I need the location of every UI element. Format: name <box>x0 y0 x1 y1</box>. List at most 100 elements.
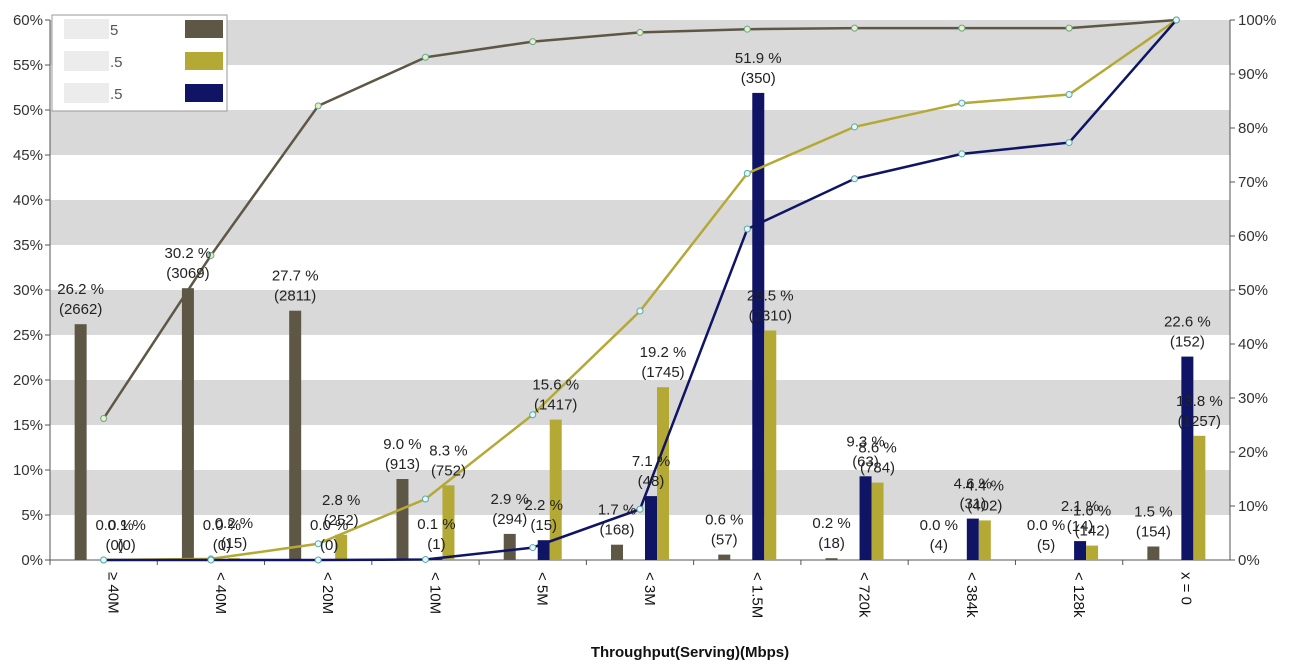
bar <box>978 520 991 560</box>
data-label-count: (142) <box>1075 523 1110 540</box>
bar <box>871 482 884 560</box>
legend-blurred-text <box>64 83 109 103</box>
legend-swatch <box>185 52 223 70</box>
bar <box>825 558 838 560</box>
data-label-percent: 1.5 % <box>1134 504 1172 521</box>
data-label-percent: 1.7 % <box>598 502 636 519</box>
legend-label: .5 <box>110 54 123 71</box>
data-label-count: (1257) <box>1178 413 1221 430</box>
y-left-tick-label: 50% <box>13 102 43 119</box>
y-right-tick-label: 30% <box>1238 390 1268 407</box>
legend-swatch <box>185 20 223 38</box>
data-label-percent: 8.6 % <box>858 440 896 457</box>
y-right-tick-label: 90% <box>1238 66 1268 83</box>
data-label-percent: 0.0 % <box>203 517 241 534</box>
data-label-percent: 0.0 % <box>95 517 133 534</box>
data-label-percent: 0.0 % <box>310 517 348 534</box>
data-label-count: (2811) <box>274 288 316 305</box>
y-right-tick-label: 100% <box>1238 12 1276 29</box>
x-tick-label: < 20M <box>319 572 336 614</box>
cumulative-point <box>743 225 751 233</box>
data-label-percent: 8.3 % <box>429 442 467 459</box>
cumulative-point <box>529 544 537 552</box>
bar <box>718 554 731 560</box>
bar <box>396 479 409 560</box>
cumulative-point <box>851 123 859 131</box>
bar <box>503 533 516 560</box>
legend-label: 5 <box>110 22 118 39</box>
x-axis-ticks: ≥ 40M < 40M < 20M < 10M < 5M < 3M < 1.5M < 720k… <box>105 572 1195 618</box>
cumulative-point <box>100 415 108 423</box>
data-label-percent: 1.6 % <box>1073 503 1111 520</box>
cumulative-point <box>1172 16 1180 24</box>
data-label-percent: 15.6 % <box>532 377 579 394</box>
data-label-percent: 51.9 % <box>735 50 782 67</box>
cumulative-point <box>314 540 322 548</box>
y-right-tick-label: 0% <box>1238 552 1260 569</box>
data-label-count: (15) <box>221 535 248 552</box>
cumulative-point <box>743 25 751 33</box>
cumulative-point <box>314 556 322 564</box>
data-label-percent: 2.8 % <box>322 492 360 509</box>
data-label-percent: 4.4 % <box>966 477 1004 494</box>
x-tick-label: < 3M <box>641 572 658 606</box>
cumulative-point <box>421 53 429 61</box>
cumulative-point <box>314 102 322 110</box>
y-right-tick-label: 50% <box>1238 282 1268 299</box>
grid-band <box>50 110 1230 155</box>
x-tick-label: < 384k <box>963 572 980 618</box>
data-label-percent: 2.1 % <box>1061 498 1099 515</box>
data-label-count: (1) <box>427 536 445 553</box>
cumulative-lines <box>100 16 1180 564</box>
cumulative-point <box>851 175 859 183</box>
data-label-count: (1745) <box>641 364 684 381</box>
bar <box>181 288 194 560</box>
data-label-count: (3069) <box>166 265 209 282</box>
grid-band <box>50 200 1230 245</box>
data-label-count: (14) <box>1067 518 1094 535</box>
bar <box>645 496 657 560</box>
grid-bands <box>50 20 1230 515</box>
bar <box>752 92 765 561</box>
y-left-tick-label: 30% <box>13 282 43 299</box>
data-label-count: (2310) <box>749 308 792 325</box>
bars <box>74 92 1206 561</box>
data-label-count: (294) <box>492 511 527 528</box>
data-label-count: (0) <box>117 537 135 554</box>
data-label-count: (0) <box>213 537 231 554</box>
cumulative-point <box>851 24 859 32</box>
y-left-tick-label: 60% <box>13 12 43 29</box>
bar <box>611 544 623 560</box>
data-label-percent: 2.2 % <box>525 497 563 514</box>
cumulative-point <box>958 99 966 107</box>
x-tick-label: < 5M <box>534 572 551 606</box>
data-label-percent: 0.1 % <box>107 517 145 534</box>
cumulative-point <box>529 38 537 46</box>
bar <box>1086 545 1099 560</box>
data-label-count: (0) <box>105 537 123 554</box>
data-label-percent: 2.9 % <box>491 491 529 508</box>
y-right-tick-label: 70% <box>1238 174 1268 191</box>
data-label-count: (57) <box>711 532 738 549</box>
y-right-tick-label: 60% <box>1238 228 1268 245</box>
bar <box>74 324 87 560</box>
cumulative-point <box>529 411 537 419</box>
y-left-tick-label: 35% <box>13 237 43 254</box>
data-label-count: (402) <box>967 497 1002 514</box>
cumulative-point <box>207 251 215 259</box>
cumulative-point <box>1065 91 1073 99</box>
data-label-count: (913) <box>385 456 420 473</box>
legend: 5 .5 .5 <box>51 14 228 112</box>
y-left-tick-label: 10% <box>13 462 43 479</box>
y-left-tick-label: 55% <box>13 57 43 74</box>
data-label-count: (1417) <box>534 397 577 414</box>
x-tick-label: < 40M <box>212 572 229 614</box>
bar <box>859 476 872 560</box>
y-left-tick-label: 5% <box>21 507 43 524</box>
data-label-percent: 7.1 % <box>632 453 670 470</box>
data-label-percent: 9.0 % <box>383 436 421 453</box>
data-label-count: (48) <box>638 473 665 490</box>
x-tick-label: ≥ 40M <box>105 572 122 614</box>
bar <box>657 387 669 560</box>
y-right-tick-label: 80% <box>1238 120 1268 137</box>
